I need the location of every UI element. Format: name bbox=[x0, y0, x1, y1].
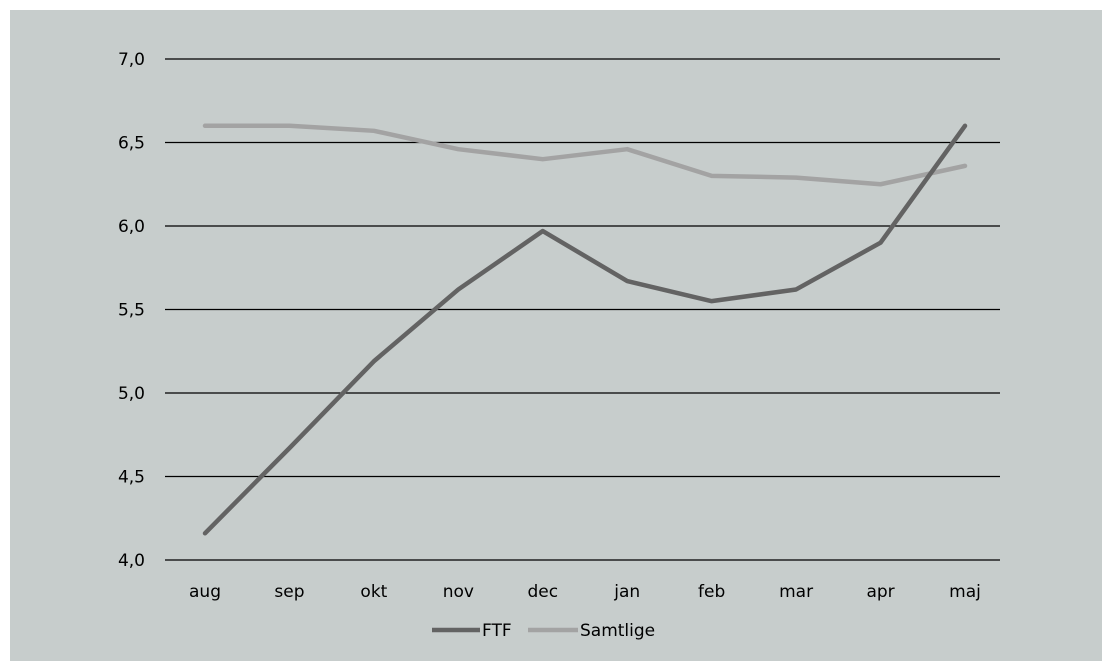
x-tick-label: apr bbox=[866, 582, 894, 602]
x-tick-label: aug bbox=[189, 582, 221, 602]
x-tick-label: feb bbox=[698, 582, 725, 602]
series-lines bbox=[202, 123, 968, 536]
series-line-ftf bbox=[202, 123, 968, 536]
chart-panel: 4,0 4,5 5,0 5,5 6,0 6,5 7,0 aug sep okt nov dec jan… bbox=[10, 10, 1102, 661]
y-axis-tick-labels: 4,0 4,5 5,0 5,5 6,0 6,5 7,0 bbox=[118, 50, 145, 571]
y-tick-label: 7,0 bbox=[118, 50, 145, 70]
x-tick-label: okt bbox=[360, 582, 387, 602]
x-tick-label: sep bbox=[274, 582, 304, 602]
y-tick-label: 5,0 bbox=[118, 384, 145, 404]
x-tick-label: mar bbox=[779, 582, 813, 602]
x-tick-label: maj bbox=[949, 582, 981, 602]
y-tick-label: 6,5 bbox=[118, 134, 145, 154]
x-axis-tick-labels: aug sep okt nov dec jan feb mar apr maj bbox=[189, 582, 981, 602]
series-line-samtlige bbox=[202, 123, 968, 187]
y-tick-label: 6,0 bbox=[118, 217, 145, 237]
y-tick-label: 4,0 bbox=[118, 551, 145, 571]
legend-label-ftf: FTF bbox=[482, 621, 512, 641]
x-tick-label: dec bbox=[527, 582, 558, 602]
legend: FTF Samtlige bbox=[432, 621, 655, 641]
x-tick-label: nov bbox=[443, 582, 474, 602]
line-chart: 4,0 4,5 5,0 5,5 6,0 6,5 7,0 aug sep okt nov dec jan… bbox=[118, 50, 1000, 641]
y-tick-label: 4,5 bbox=[118, 468, 145, 488]
x-tick-label: jan bbox=[613, 582, 640, 602]
gridlines bbox=[165, 58, 1000, 561]
legend-label-samtlige: Samtlige bbox=[580, 621, 655, 641]
y-tick-label: 5,5 bbox=[118, 301, 145, 321]
